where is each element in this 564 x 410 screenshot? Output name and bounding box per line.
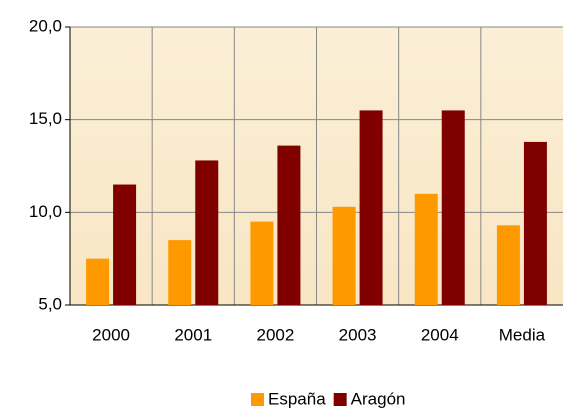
legend-swatch <box>251 393 264 406</box>
bar <box>168 240 192 305</box>
x-tick-label: 2002 <box>257 325 295 344</box>
x-tick-label: 2000 <box>92 325 130 344</box>
x-tick-label: 2004 <box>421 325 459 344</box>
bar <box>523 141 547 305</box>
bar <box>496 225 520 305</box>
bar <box>441 110 465 306</box>
bar <box>414 193 438 305</box>
x-tick-label: 2003 <box>339 325 377 344</box>
legend-label: España <box>268 389 326 408</box>
y-tick-label: 15,0 <box>29 109 62 128</box>
y-tick-label: 5,0 <box>38 294 62 313</box>
x-tick-label: 2001 <box>174 325 212 344</box>
bar <box>86 258 110 305</box>
y-tick-label: 10,0 <box>29 202 62 221</box>
legend-swatch <box>333 393 347 406</box>
bar <box>332 206 356 305</box>
bar <box>250 221 274 305</box>
x-tick-label: Media <box>499 325 546 344</box>
y-tick-label: 20,0 <box>29 16 62 35</box>
bar <box>359 110 383 306</box>
bar <box>195 160 219 305</box>
bar <box>277 145 301 305</box>
bar <box>113 184 137 305</box>
legend-label: Aragón <box>351 389 406 408</box>
